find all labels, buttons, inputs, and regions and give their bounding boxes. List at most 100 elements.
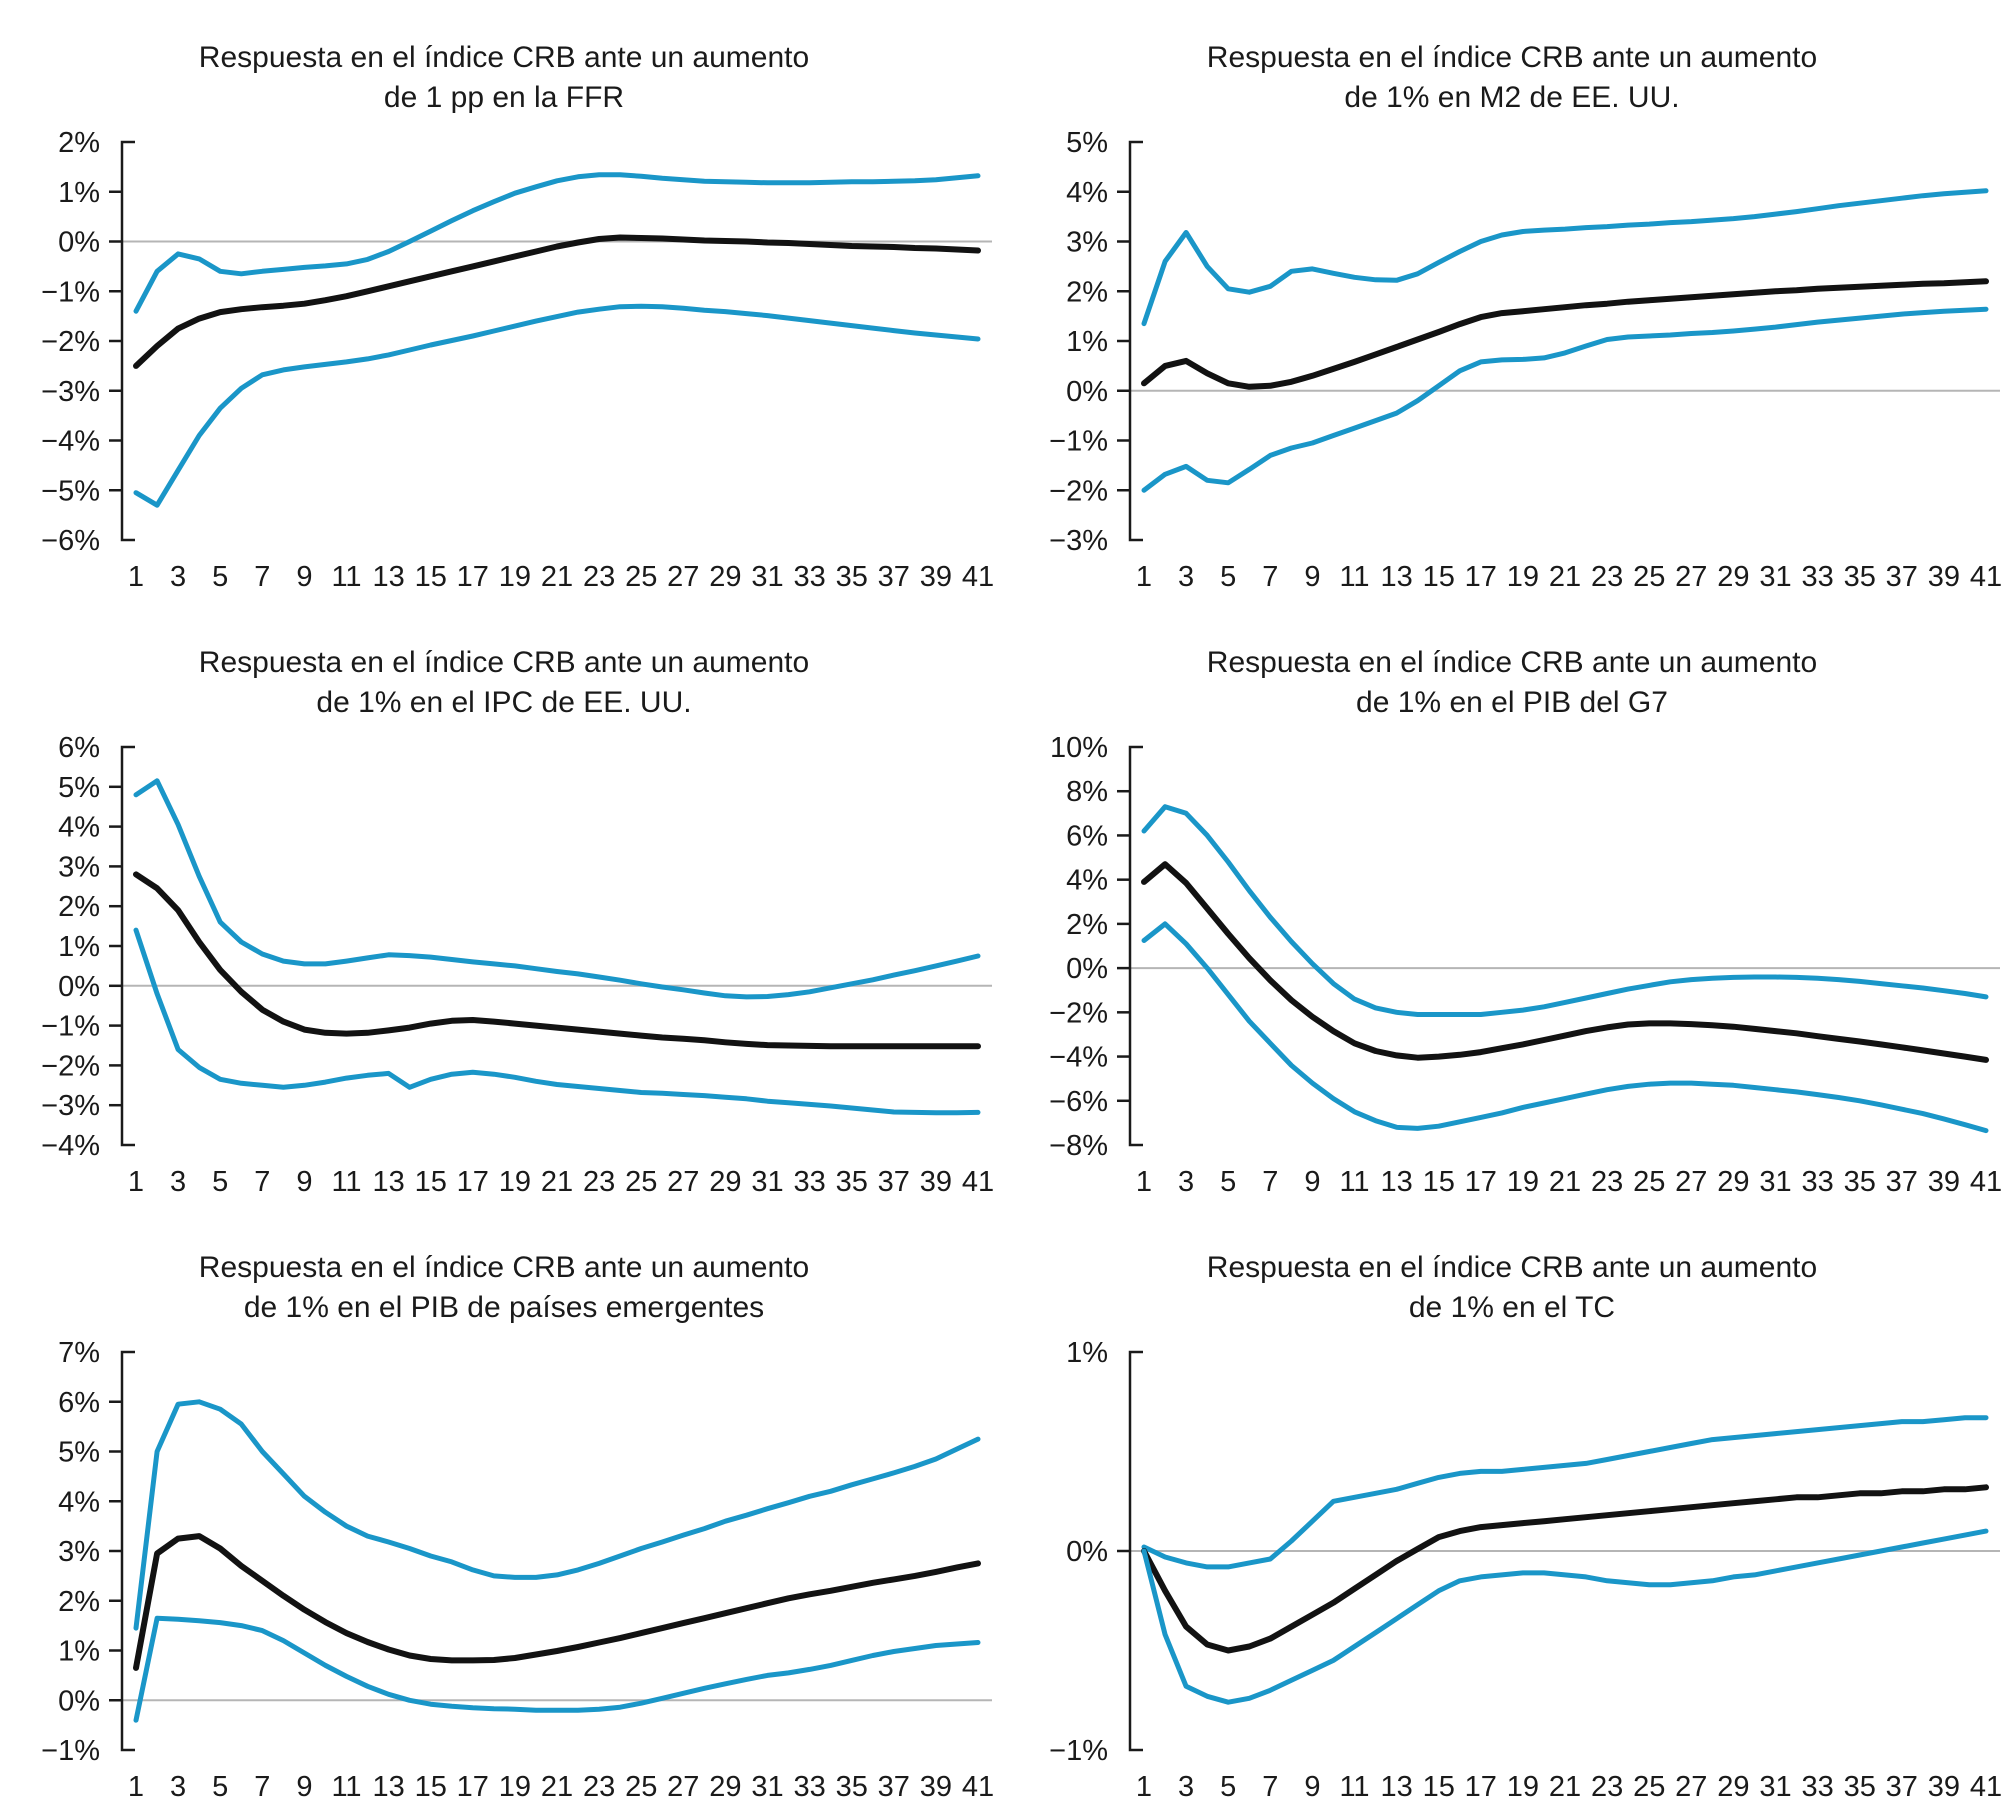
chart-pib-emergentes: Respuesta en el índice CRB ante un aumen… (0, 1210, 1008, 1815)
svg-text:41: 41 (962, 1771, 994, 1803)
svg-text:11: 11 (1339, 561, 1369, 593)
svg-text:5: 5 (1220, 1771, 1236, 1803)
chart-ffr: Respuesta en el índice CRB ante un aumen… (0, 0, 1008, 605)
svg-text:0%: 0% (1066, 376, 1108, 408)
svg-text:15: 15 (415, 1166, 447, 1198)
svg-text:−1%: −1% (1049, 426, 1108, 458)
chart-canvas-pib-g7: 10%8%6%4%2%0%−2%−4%−6%−8%1 3 5 7 9 11 13 15 17 19… (1049, 733, 2002, 1198)
svg-text:37: 37 (878, 1166, 910, 1198)
svg-text:21: 21 (541, 1166, 573, 1198)
svg-text:29: 29 (709, 1771, 741, 1803)
svg-text:3%: 3% (1066, 227, 1108, 259)
svg-text:35: 35 (836, 561, 868, 593)
svg-text:−1%: −1% (1049, 1735, 1108, 1767)
svg-text:−2%: −2% (41, 1050, 100, 1082)
svg-text:17: 17 (457, 1771, 489, 1803)
svg-text:31: 31 (751, 1771, 783, 1803)
svg-text:−5%: −5% (41, 475, 100, 507)
svg-text:3: 3 (1178, 561, 1194, 593)
svg-text:5%: 5% (58, 1437, 100, 1469)
svg-text:39: 39 (920, 561, 952, 593)
svg-text:3: 3 (170, 1771, 186, 1803)
svg-text:41: 41 (1970, 1166, 2002, 1198)
svg-text:6%: 6% (58, 1387, 100, 1419)
svg-text:27: 27 (1675, 1771, 1707, 1803)
svg-text:8%: 8% (1066, 776, 1108, 808)
svg-text:33: 33 (793, 1166, 825, 1198)
svg-text:7: 7 (254, 1771, 270, 1803)
svg-text:5%: 5% (58, 772, 100, 804)
svg-text:5: 5 (1220, 561, 1236, 593)
svg-text:31: 31 (751, 1166, 783, 1198)
svg-text:0%: 0% (1066, 953, 1108, 985)
svg-text:9: 9 (296, 1166, 312, 1198)
svg-text:39: 39 (1928, 1771, 1960, 1803)
chart-title-pib-emergentes: Respuesta en el índice CRB ante un aumen… (198, 1251, 810, 1324)
svg-text:−1%: −1% (41, 276, 100, 308)
svg-text:13: 13 (372, 1771, 404, 1803)
svg-text:7: 7 (1262, 561, 1278, 593)
svg-text:25: 25 (1633, 1771, 1665, 1803)
svg-text:19: 19 (1507, 561, 1539, 593)
svg-text:17: 17 (457, 561, 489, 593)
svg-text:25: 25 (625, 561, 657, 593)
svg-text:9: 9 (1304, 1771, 1320, 1803)
svg-text:5%: 5% (1066, 128, 1108, 159)
svg-text:5: 5 (212, 1166, 228, 1198)
svg-text:39: 39 (920, 1166, 952, 1198)
svg-text:19: 19 (499, 561, 531, 593)
svg-text:33: 33 (793, 1771, 825, 1803)
svg-text:1%: 1% (58, 1636, 100, 1668)
svg-text:11: 11 (1339, 1166, 1369, 1198)
svg-text:1: 1 (1136, 1771, 1152, 1803)
svg-text:7%: 7% (58, 1338, 100, 1369)
svg-text:1: 1 (128, 561, 144, 593)
svg-text:−4%: −4% (41, 1130, 100, 1162)
svg-text:5: 5 (1220, 1166, 1236, 1198)
svg-text:25: 25 (1633, 561, 1665, 593)
svg-text:37: 37 (1886, 1166, 1918, 1198)
svg-text:29: 29 (1717, 1771, 1749, 1803)
svg-text:35: 35 (836, 1771, 868, 1803)
svg-text:1%: 1% (1066, 326, 1108, 358)
svg-text:19: 19 (499, 1771, 531, 1803)
svg-text:15: 15 (1423, 1771, 1455, 1803)
svg-text:15: 15 (415, 1771, 447, 1803)
svg-text:1%: 1% (58, 931, 100, 963)
svg-text:13: 13 (1380, 561, 1412, 593)
svg-text:0%: 0% (58, 971, 100, 1003)
svg-text:9: 9 (296, 1771, 312, 1803)
svg-text:21: 21 (541, 561, 573, 593)
svg-text:23: 23 (583, 1771, 615, 1803)
svg-text:6%: 6% (58, 733, 100, 764)
svg-text:35: 35 (1844, 561, 1876, 593)
svg-text:23: 23 (1591, 1771, 1623, 1803)
svg-text:21: 21 (541, 1771, 573, 1803)
svg-text:35: 35 (1844, 1771, 1876, 1803)
svg-text:−2%: −2% (1049, 475, 1108, 507)
svg-text:19: 19 (499, 1166, 531, 1198)
svg-text:27: 27 (667, 561, 699, 593)
svg-text:37: 37 (1886, 1771, 1918, 1803)
svg-text:−2%: −2% (41, 326, 100, 358)
svg-text:15: 15 (415, 561, 447, 593)
svg-text:25: 25 (625, 1166, 657, 1198)
svg-text:4%: 4% (1066, 865, 1108, 897)
svg-text:21: 21 (1549, 1166, 1581, 1198)
svg-text:29: 29 (1717, 1166, 1749, 1198)
svg-text:2%: 2% (58, 1586, 100, 1618)
svg-text:39: 39 (1928, 1166, 1960, 1198)
svg-text:37: 37 (878, 561, 910, 593)
svg-text:35: 35 (836, 1166, 868, 1198)
svg-text:10%: 10% (1050, 733, 1108, 764)
svg-text:39: 39 (1928, 561, 1960, 593)
svg-text:−6%: −6% (41, 525, 100, 557)
svg-text:1%: 1% (1066, 1338, 1108, 1369)
svg-text:13: 13 (372, 561, 404, 593)
svg-text:27: 27 (1675, 1166, 1707, 1198)
chart-canvas-ipc: 6%5%4%3%2%1%0%−1%−2%−3%−4%1 3 5 7 9 11 13 15 17 1… (41, 733, 994, 1198)
svg-text:3%: 3% (58, 1536, 100, 1568)
svg-text:−1%: −1% (41, 1735, 100, 1767)
chart-ipc: Respuesta en el índice CRB ante un aumen… (0, 605, 1008, 1210)
svg-text:−3%: −3% (1049, 525, 1108, 557)
